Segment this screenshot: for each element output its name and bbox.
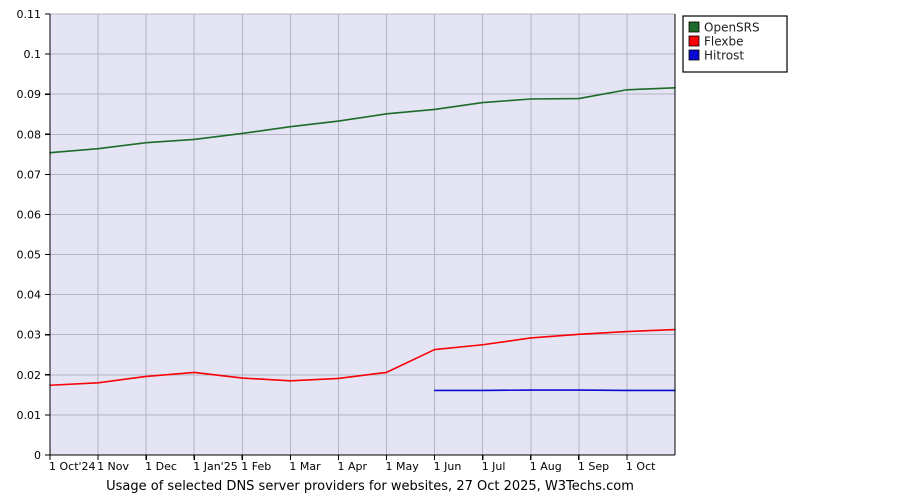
plot-area-background bbox=[50, 14, 675, 455]
data-series-layer bbox=[49, 86, 676, 392]
y-tick-label: 0.03 bbox=[17, 329, 42, 342]
x-tick-label: 1 Mar bbox=[289, 460, 321, 473]
x-axis-tick-labels: 1 Oct'24 1 Nov 1 Dec 1 Jan'25 1 Feb 1 Mar 1 Ap… bbox=[49, 460, 656, 473]
legend-label-hitrost: Hitrost bbox=[704, 49, 744, 63]
legend-label-flexbe: Flexbe bbox=[704, 35, 744, 49]
x-tick-label: 1 Apr bbox=[337, 460, 367, 473]
x-tick-label: 1 Nov bbox=[97, 460, 129, 473]
y-tick-label: 0.07 bbox=[17, 168, 42, 181]
legend-box bbox=[682, 15, 788, 73]
series-line-flexbe bbox=[49, 328, 676, 387]
series-line-opensrs bbox=[49, 86, 676, 154]
y-tick-label: 0.11 bbox=[17, 8, 42, 21]
y-tick-label: 0.04 bbox=[17, 289, 42, 302]
y-tick-label: 0.06 bbox=[17, 208, 42, 221]
x-tick-label: 1 Jan'25 bbox=[193, 460, 237, 473]
y-tick-label: 0.09 bbox=[17, 88, 42, 101]
x-tick-label: 1 Sep bbox=[578, 460, 609, 473]
y-tick-label: 0.05 bbox=[17, 249, 42, 262]
y-axis-tick-labels: 0 0.01 0.02 0.03 0.04 0.05 0.06 0.07 0.08 0.09 0.1… bbox=[17, 8, 42, 462]
gridlines bbox=[50, 13, 675, 455]
legend-swatch-hitrost bbox=[688, 49, 700, 61]
x-tick-label: 1 Dec bbox=[145, 460, 177, 473]
legend-label-opensrs: OpenSRS bbox=[704, 21, 760, 35]
x-tick-label: 1 Oct'24 bbox=[49, 460, 96, 473]
y-tick-label: 0.08 bbox=[17, 128, 42, 141]
x-tick-label: 1 Jun bbox=[434, 460, 462, 473]
axes bbox=[45, 13, 676, 460]
x-tick-label: 1 May bbox=[386, 460, 420, 473]
x-tick-label: 1 Jul bbox=[482, 460, 506, 473]
y-tick-label: 0 bbox=[34, 449, 41, 462]
legend-swatch-opensrs bbox=[688, 21, 700, 33]
legend-swatch-flexbe bbox=[688, 35, 700, 47]
x-tick-label: 1 Aug bbox=[530, 460, 562, 473]
chart-caption: Usage of selected DNS server providers f… bbox=[106, 479, 634, 494]
y-tick-label: 0.1 bbox=[24, 48, 42, 61]
x-tick-label: 1 Feb bbox=[241, 460, 271, 473]
y-tick-label: 0.02 bbox=[17, 369, 42, 382]
x-tick-label: 1 Oct bbox=[626, 460, 656, 473]
y-tick-label: 0.01 bbox=[17, 409, 42, 422]
